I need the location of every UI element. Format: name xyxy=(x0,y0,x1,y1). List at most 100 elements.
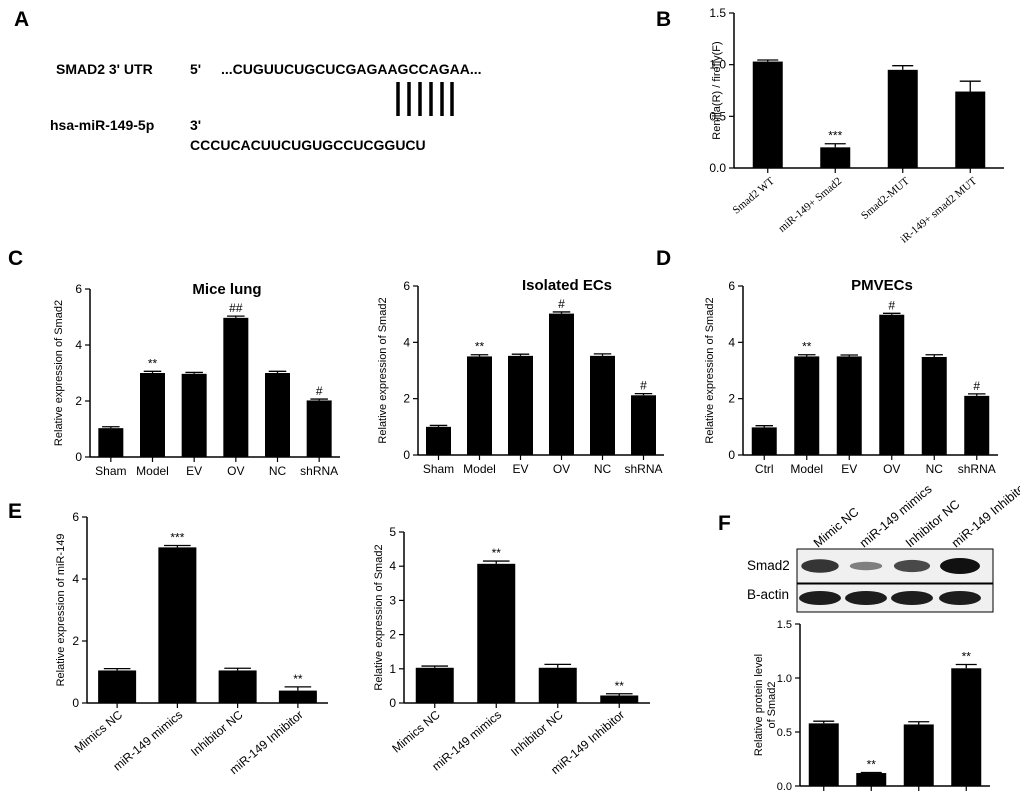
bar xyxy=(964,395,990,455)
x-category-label: OV xyxy=(883,462,900,476)
y-tick-label: 0 xyxy=(403,448,410,462)
panel-label-f: F xyxy=(718,512,731,535)
bar xyxy=(426,426,451,455)
y-axis-label: Relative expression of Smad2 xyxy=(53,300,65,446)
x-category-label: Smad2 WT xyxy=(730,175,776,217)
bar xyxy=(181,373,207,457)
y-axis-label: Relative protein level xyxy=(753,654,765,756)
y-tick-label: 0 xyxy=(389,696,396,710)
bar xyxy=(921,356,947,455)
y-tick-label: 0 xyxy=(728,448,735,462)
y-tick-label: 0.5 xyxy=(777,727,792,739)
x-category-label: NC xyxy=(926,462,944,476)
y-tick-label: 4 xyxy=(403,335,410,349)
significance-label: ** xyxy=(475,340,485,354)
blot-lane-label: miR-149 Inhibitor xyxy=(949,478,1020,550)
y-axis-label: Relative expression of miR-149 xyxy=(55,534,67,687)
bar xyxy=(752,61,783,168)
x-category-label: shRNA xyxy=(300,464,338,478)
chart-d-pmvecs: 0 2 4 6 ** # # Ctrl Model EV OV NC shRNA Relative exp… xyxy=(704,277,998,476)
bar xyxy=(887,69,918,168)
bar xyxy=(306,400,332,457)
y-tick-label: 3 xyxy=(389,593,396,607)
significance-label: ## xyxy=(229,301,243,315)
y-tick-label: 6 xyxy=(72,510,79,524)
smad2-sequence: ...CUGUUCUGCUCGAGAAGCCAGAA... xyxy=(221,61,482,77)
bar xyxy=(794,356,820,455)
mirna-three-prime: 3' xyxy=(190,117,201,133)
mirna-label: hsa-miR-149-5p xyxy=(50,117,154,133)
y-tick-label: 0.5 xyxy=(709,109,726,123)
y-tick-label: 6 xyxy=(728,279,735,293)
blot-row-label-smad2: Smad2 xyxy=(747,558,790,573)
y-tick-label: 2 xyxy=(389,628,396,642)
bar xyxy=(903,724,934,786)
bar xyxy=(467,356,492,455)
y-tick-label: 1.5 xyxy=(777,619,792,631)
bar xyxy=(951,668,982,786)
x-category-label: Model xyxy=(463,462,496,476)
panel-label-a: A xyxy=(14,8,29,31)
panel-label-e: E xyxy=(8,500,22,523)
panel-label-c: C xyxy=(8,247,23,270)
x-category-label: Model xyxy=(136,464,169,478)
bar xyxy=(856,773,887,786)
significance-label: ** xyxy=(492,546,502,560)
blot-band-actin xyxy=(845,591,887,605)
x-category-label: Inhibitor NC xyxy=(188,707,246,759)
significance-label: ** xyxy=(148,356,158,370)
y-tick-label: 1.0 xyxy=(777,673,792,685)
panel-label-b: B xyxy=(656,8,671,31)
y-axis-label: Relative expression of Smad2 xyxy=(373,544,385,690)
bar xyxy=(98,670,137,703)
significance-label: # xyxy=(640,379,647,393)
bar xyxy=(600,695,639,703)
significance-label: # xyxy=(888,298,895,312)
bar xyxy=(140,373,165,457)
y-tick-label: 2 xyxy=(403,392,410,406)
y-tick-label: 0.0 xyxy=(777,781,792,793)
blot-band-smad2 xyxy=(849,561,883,571)
significance-label: # xyxy=(316,384,323,398)
y-axis-label: Relative expression of Smad2 xyxy=(377,297,389,443)
blot-band-smad2 xyxy=(940,558,980,574)
x-category-label: NC xyxy=(594,462,612,476)
smad2-utr-label: SMAD2 3' UTR xyxy=(56,61,153,77)
blot-band-actin xyxy=(939,591,981,605)
y-axis-label: Renilla(R) / firefly(F) xyxy=(711,41,723,139)
bar xyxy=(223,317,249,457)
y-tick-label: 1.0 xyxy=(709,58,726,72)
bar xyxy=(879,314,905,455)
y-axis-label: of Smad2 xyxy=(766,681,778,728)
x-category-label: Sham xyxy=(95,464,126,478)
x-category-label: Inhibitor NC xyxy=(508,707,566,759)
blot-band-smad2 xyxy=(801,559,839,573)
x-category-label: shRNA xyxy=(624,462,662,476)
x-category-label: EV xyxy=(186,464,202,478)
y-tick-label: 4 xyxy=(72,572,79,586)
y-tick-label: 0 xyxy=(72,696,79,710)
chart-title: PMVECs xyxy=(851,277,913,294)
western-blot: Mimic NC miR-149 mimics Inhibitor NC miR… xyxy=(747,478,1020,613)
x-category-label: iR-149+ smad2 MUT xyxy=(898,175,979,246)
bar xyxy=(955,91,986,168)
y-tick-label: 2 xyxy=(728,392,735,406)
y-tick-label: 2 xyxy=(75,394,82,408)
significance-label: *** xyxy=(828,129,842,143)
x-category-label: shRNA xyxy=(958,462,996,476)
blot-band-actin xyxy=(891,591,933,605)
blot-lane-label: Mimic NC xyxy=(811,505,861,551)
x-category-label: NC xyxy=(269,464,287,478)
x-category-label: Model xyxy=(790,462,823,476)
bar xyxy=(415,667,454,703)
x-category-label: EV xyxy=(841,462,857,476)
blot-band-smad2 xyxy=(893,559,931,573)
chart-f-protein-level: 0.0 0.5 1.0 1.5 ** ** Relative protein level of… xyxy=(753,619,990,793)
x-category-label: EV xyxy=(512,462,528,476)
bar xyxy=(477,563,516,703)
sequence-alignment: SMAD2 3' UTR 5' ...CUGUUCUGCUCGAGAAGCCAG… xyxy=(50,61,482,153)
y-tick-label: 0 xyxy=(75,450,82,464)
y-tick-label: 6 xyxy=(75,282,82,296)
